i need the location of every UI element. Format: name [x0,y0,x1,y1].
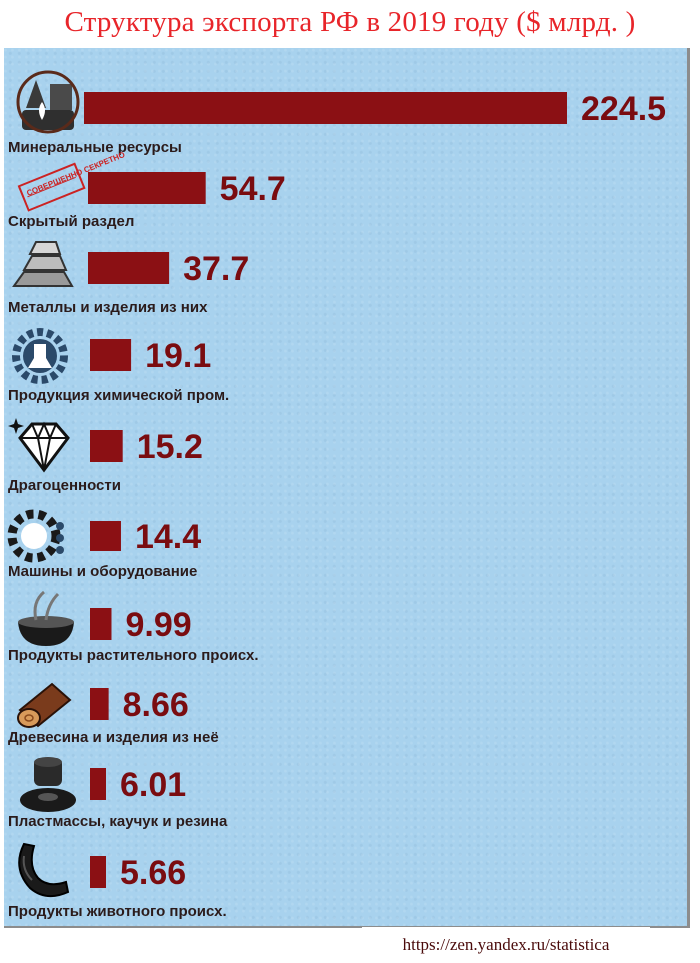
bar-chart: 224.5 Минеральные ресурсы 54.7 Скрытый разд… [7,70,666,920]
value-label-9: 6.01 [120,766,186,804]
bar-2 [88,172,206,204]
sausage-icon [18,842,70,898]
category-label-5: Драгоценности [8,477,121,494]
bar-9 [90,768,106,800]
metal-ingot-icon [12,241,74,287]
source-link[interactable]: https://zen.yandex.ru/statistica [362,927,650,963]
bar-5 [90,430,123,462]
value-label-5: 15.2 [137,428,203,466]
category-label-2: Скрытый раздел [8,213,134,230]
bar-10 [90,856,106,888]
value-label-3: 37.7 [183,250,249,288]
grain-bowl-icon [18,590,74,646]
category-label-3: Металлы и изделия из них [8,299,208,316]
diamond-icon [8,418,70,473]
chemical-gear-icon [12,328,68,384]
bar-1 [84,92,567,124]
category-label-1: Минеральные ресурсы [8,139,182,156]
rubber-tire-icon [20,757,76,812]
bar-6 [90,521,121,551]
machine-gear-icon [7,509,64,563]
chart-title: Структура экспорта РФ в 2019 году ($ млр… [64,5,636,38]
source-text: https://zen.yandex.ru/statistica [402,935,610,954]
value-label-7: 9.99 [125,606,191,644]
category-label-9: Пластмассы, каучук и резина [8,813,228,830]
category-label-7: Продукты растительного происх. [8,647,259,664]
value-label-8: 8.66 [123,686,189,724]
bar-8 [90,688,109,720]
chart-panel: 224.5 Минеральные ресурсы 54.7 Скрытый разд… [4,48,690,963]
category-label-6: Машины и оборудование [8,563,197,580]
bar-7 [90,608,112,640]
bar-4 [90,339,132,371]
value-label-10: 5.66 [120,854,186,892]
value-label-6: 14.4 [135,518,201,556]
oil-drop-icon [16,70,80,134]
category-label-4: Продукция химической пром. [8,387,229,404]
category-label-8: Древесина и изделия из неё [8,729,219,746]
value-label-1: 224.5 [581,90,666,128]
title-bar: Структура экспорта РФ в 2019 году ($ млр… [0,0,700,44]
wood-log-icon [17,682,72,728]
value-label-2: 54.7 [220,170,286,208]
category-label-10: Продукты животного происх. [8,903,227,920]
bar-3 [88,252,170,284]
value-label-4: 19.1 [145,337,211,375]
